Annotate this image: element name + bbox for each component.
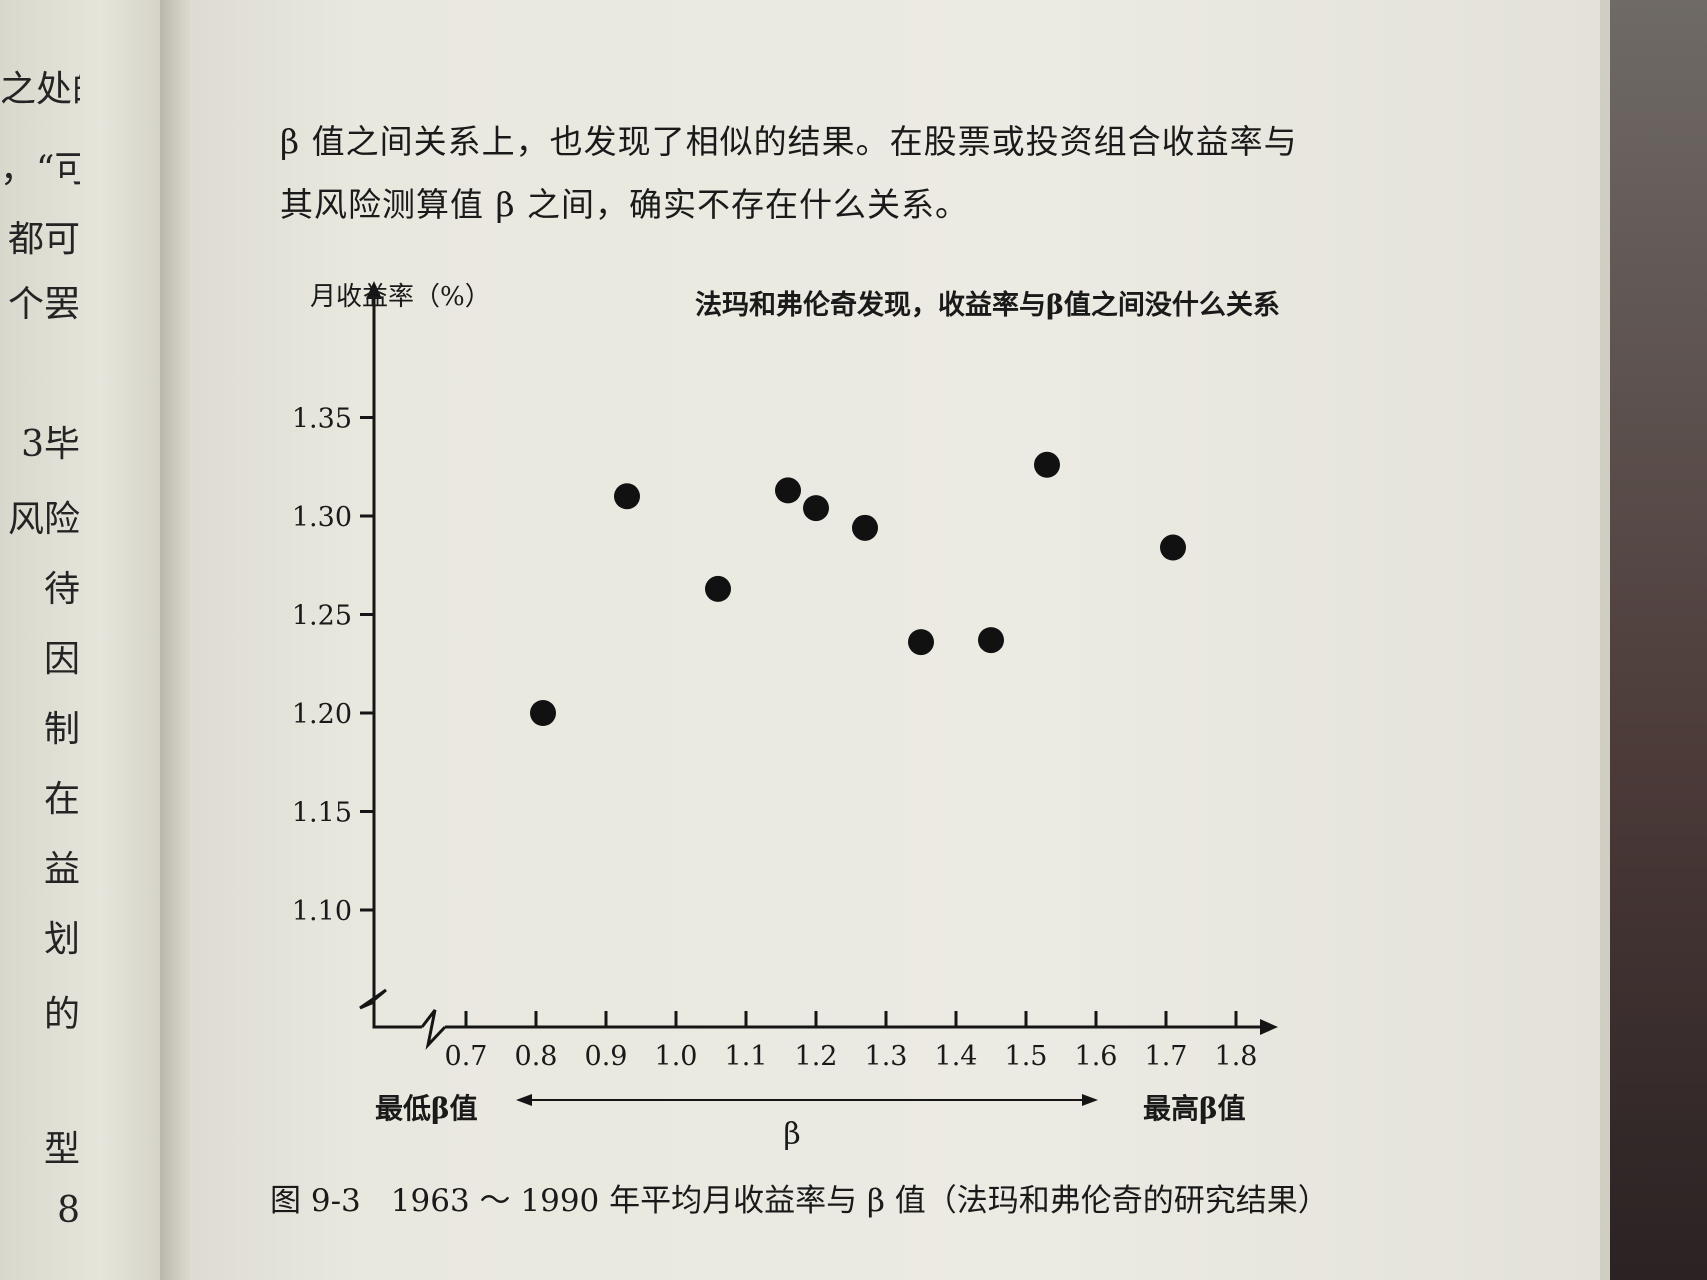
left-page-line: 待 — [43, 569, 80, 610]
beta-range-arrow-right — [1082, 1094, 1098, 1106]
data-point — [852, 514, 878, 541]
left-page-line: 3毕 — [21, 424, 80, 465]
x-axis-high-label: 最高β值 — [1143, 1092, 1246, 1125]
y-tick-label: 1.35 — [292, 404, 352, 435]
left-page-line: 因 — [43, 639, 80, 680]
data-point — [1034, 451, 1060, 478]
left-page-line: 之处的 — [0, 69, 80, 110]
left-page-line: 益 — [43, 849, 80, 890]
x-axis-arrow — [1260, 1019, 1278, 1035]
background-book-spines — [1610, 0, 1707, 1280]
x-tick-label: 1.2 — [795, 1041, 838, 1072]
x-axis-label: β — [783, 1117, 800, 1152]
data-point — [978, 627, 1004, 654]
x-tick-label: 1.5 — [1005, 1041, 1048, 1072]
book-page — [190, 0, 1610, 1280]
y-tick-label: 1.30 — [292, 502, 352, 533]
x-tick-label: 1.7 — [1145, 1041, 1188, 1072]
x-tick-label: 1.0 — [655, 1041, 698, 1072]
left-page-line: 型 — [43, 1129, 80, 1170]
y-axis-break — [359, 988, 422, 1029]
left-page-line: ，“可 — [0, 149, 80, 190]
left-page-line: 风险 — [7, 499, 80, 540]
page-edge — [1600, 0, 1610, 1280]
y-tick-label: 1.15 — [292, 798, 352, 829]
y-tick-label: 1.25 — [292, 601, 352, 632]
beta-range-arrow-left — [516, 1094, 532, 1106]
data-point — [775, 477, 801, 504]
x-tick-label: 1.4 — [935, 1041, 978, 1072]
figure-caption-text: 1963 ～ 1990 年平均月收益率与 β 值（法玛和弗伦奇的研究结果） — [390, 1183, 1329, 1219]
left-page-line: 制 — [43, 709, 80, 750]
x-tick-label: 1.1 — [725, 1041, 768, 1072]
data-point — [1160, 534, 1186, 561]
left-page-line: 个罢 — [7, 284, 80, 325]
data-point — [614, 483, 640, 510]
x-tick-label: 0.8 — [515, 1041, 558, 1072]
x-tick-label: 1.3 — [865, 1041, 908, 1072]
y-axis-label: 月收益率（%） — [310, 282, 491, 312]
y-tick-label: 1.10 — [292, 896, 352, 927]
chart-title: 法玛和弗伦奇发现，收益率与β值之间没什么关系 — [695, 289, 1280, 321]
x-tick-label: 0.9 — [585, 1041, 628, 1072]
x-axis-low-label: 最低β值 — [375, 1092, 478, 1125]
data-point — [803, 495, 829, 522]
y-tick-label: 1.20 — [292, 699, 352, 730]
data-point — [705, 575, 731, 602]
data-point — [530, 700, 556, 726]
data-point — [908, 629, 934, 656]
y-axis-arrow — [366, 281, 382, 299]
figure-caption: 图 9-3 1963 ～ 1990 年平均月收益率与 β 值（法玛和弗伦奇的研究结… — [270, 1175, 1359, 1220]
left-page-line: 的 — [43, 994, 80, 1035]
left-page-line: 8 — [57, 1190, 80, 1231]
x-tick-label: 1.8 — [1215, 1041, 1258, 1072]
body-text-line-2: 其风险测算值 β 之间，确实不存在什么关系。 — [280, 185, 970, 224]
figure-number: 图 9-3 — [270, 1183, 361, 1219]
x-tick-label: 1.6 — [1075, 1041, 1118, 1072]
left-page-line: 在 — [43, 779, 80, 820]
left-page-line: 划 — [43, 919, 80, 960]
left-page-line: 都可 — [7, 219, 80, 260]
body-text-line-1: β 值之间关系上，也发现了相似的结果。在股票或投资组合收益率与 — [280, 122, 1298, 161]
x-tick-label: 0.7 — [445, 1041, 488, 1072]
x-axis-break — [420, 1009, 447, 1050]
